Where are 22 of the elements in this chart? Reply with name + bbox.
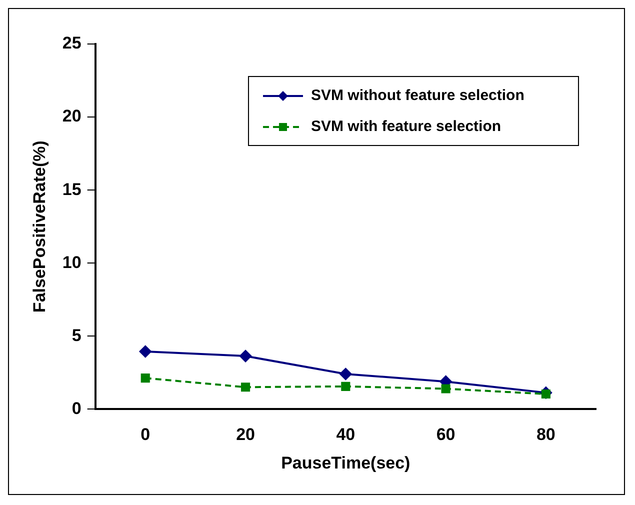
point [140,374,150,383]
point [240,350,252,362]
x-tick-label: 60 [436,425,456,444]
x-tick-label: 0 [140,425,150,444]
x-tick-label: 20 [236,425,255,444]
point [240,382,250,392]
y-tick-label: 20 [62,106,82,126]
y-axis-title: FalsePositiveRate(%) [30,140,49,313]
x-axis-title: PauseTime(sec) [281,453,410,472]
point [441,384,450,394]
legend-label: SVM without feature selection [311,87,526,104]
point [139,346,152,358]
x-tick-label: 40 [336,425,356,444]
point [341,382,350,391]
y-tick-label: 10 [62,252,82,272]
legend-label: SVM with feature selection [311,118,502,135]
y-tick-label: 0 [72,398,82,418]
x-tick-label: 80 [536,425,556,444]
y-tick-label: 15 [62,180,82,199]
y-tick-label: 5 [72,326,82,345]
point [340,368,352,380]
y-tick-label: 25 [62,34,82,53]
